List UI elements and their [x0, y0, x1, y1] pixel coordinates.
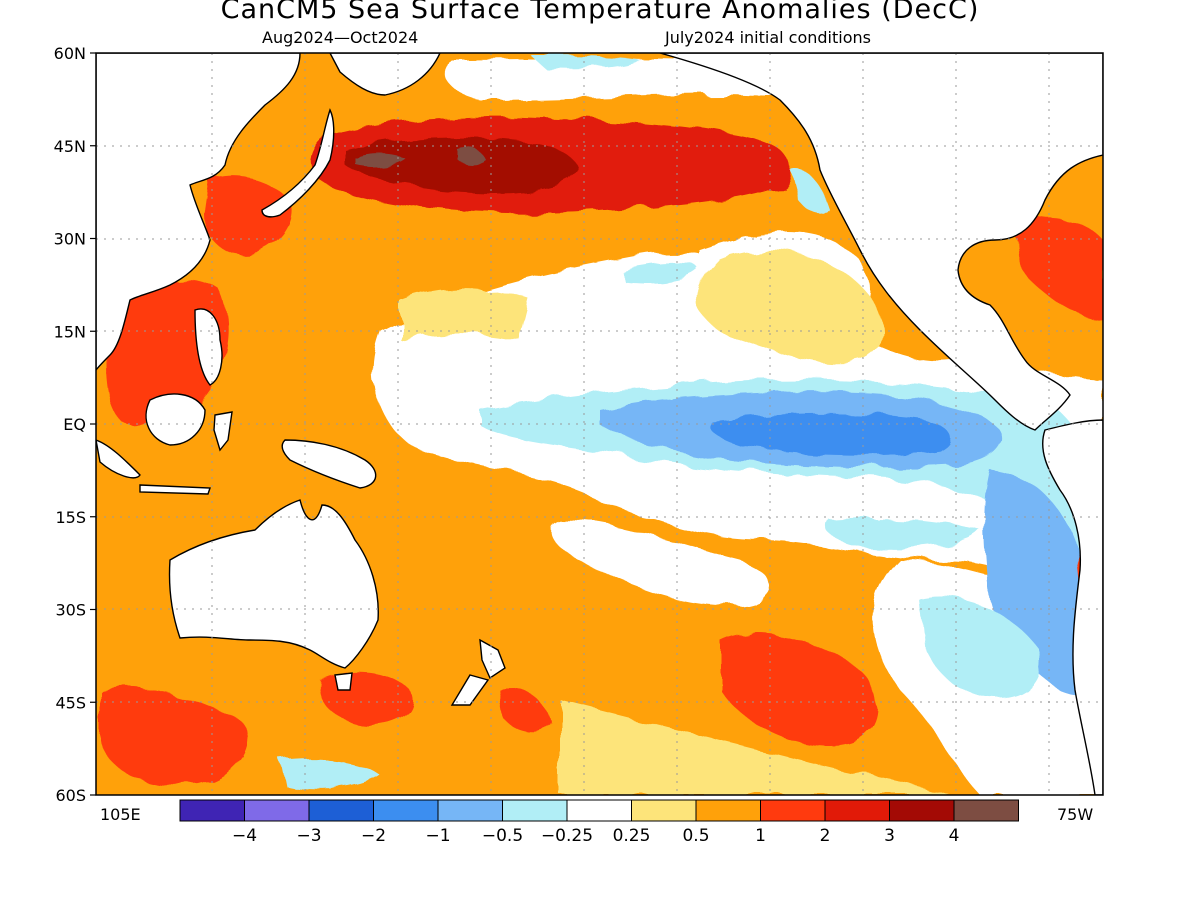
colorbar-swatch: [373, 799, 439, 822]
colorbar-label: −3: [296, 826, 321, 846]
australia-landmass: [168, 499, 379, 669]
south-pacific-cool-patch: [827, 518, 980, 549]
colorbar-label: 1: [755, 826, 766, 846]
south-pacific-warm-1: [720, 631, 878, 746]
lon-label-right: 75W: [1057, 805, 1093, 824]
colorbar-label: −4: [232, 826, 257, 846]
south-pacific-warm-3: [500, 689, 550, 732]
colorbar-swatch: [760, 799, 826, 822]
lat-label: 45S: [55, 693, 86, 712]
colorbar-label: −2: [361, 826, 386, 846]
colorbar-label: −0.5: [482, 826, 523, 846]
colorbar-swatch: [953, 799, 1019, 822]
kuroshio-core-warm: [345, 137, 577, 193]
colorbar-swatch: [437, 799, 503, 822]
lon-label-left: 105E: [100, 805, 141, 824]
colorbar-label: 3: [884, 826, 895, 846]
kuroshio-peak-warm: [355, 153, 405, 166]
colorbar-swatch: [889, 799, 955, 822]
north-america: [659, 53, 1103, 431]
lat-label: 45N: [54, 137, 86, 156]
colorbar-swatch: [566, 799, 632, 822]
south-america: [1041, 419, 1103, 795]
coastlines: [96, 53, 1103, 795]
hawaii-cool-patch: [620, 262, 700, 284]
colorbar-swatch: [631, 799, 697, 822]
lat-label: 15N: [54, 322, 86, 341]
colorbar-swatch: [695, 799, 761, 822]
lat-label: EQ: [63, 415, 86, 434]
south-pacific-warm-2: [100, 687, 248, 786]
latitude-axis: 60N 45N 30N 15N EQ 15S 30S 45S 60S: [54, 44, 96, 805]
colorbar-swatch: [179, 799, 245, 822]
colorbar-label: 0.5: [682, 826, 709, 846]
southeast-pacific-cool-outer: [920, 597, 1043, 700]
south-central-neutral-zone: [549, 520, 770, 606]
colorbar-swatch: [308, 799, 374, 822]
lat-label: 15S: [55, 508, 86, 527]
asia-mainland: [96, 53, 301, 372]
colorbar-swatch: [502, 799, 568, 822]
colorbar-label: −0.25: [541, 826, 593, 846]
kuroshio-peak-warm-2: [458, 148, 486, 165]
colorbar-label: −1: [425, 826, 450, 846]
equatorial-weak-warm: [400, 288, 530, 340]
colorbar-swatch: [244, 799, 310, 822]
north-pacific-cool-patch: [530, 55, 640, 69]
sumatra: [96, 439, 141, 479]
new-zealand-north: [479, 638, 506, 680]
colorbar-label: 2: [820, 826, 831, 846]
colorbar-label: 4: [949, 826, 960, 846]
southern-weak-warm: [560, 700, 950, 795]
gulf-of-mexico-warm: [1014, 216, 1103, 320]
lat-label: 30N: [54, 230, 86, 249]
colorbar-swatch: [824, 799, 890, 822]
sulawesi: [213, 411, 233, 452]
colorbar: −4 −3 −2 −1 −0.5 −0.25 0.25 0.5 1 2 3 4: [179, 799, 1019, 846]
lat-label: 30S: [55, 601, 86, 620]
initial-conditions: July2024 initial conditions: [665, 28, 871, 47]
japan: [261, 108, 335, 218]
forecast-period: Aug2024—Oct2024: [262, 28, 419, 47]
equatorial-cold-tongue-core: [709, 412, 951, 456]
east-china-sea-warm: [205, 176, 293, 256]
lat-label: 60S: [55, 786, 86, 805]
colorbar-label: 0.25: [613, 826, 651, 846]
lat-label: 60N: [54, 44, 86, 63]
map-title: CanCM5 Sea Surface Temperature Anomalies…: [220, 0, 980, 25]
northeast-pacific-weak-warm: [698, 250, 883, 363]
new-zealand-south: [450, 674, 490, 706]
california-current-cool: [790, 169, 830, 216]
sakhalin-kamchatka: [329, 53, 441, 96]
tasmania: [334, 672, 353, 691]
new-guinea: [281, 439, 377, 489]
borneo: [145, 393, 206, 446]
philippines: [194, 308, 223, 386]
java: [139, 484, 211, 495]
